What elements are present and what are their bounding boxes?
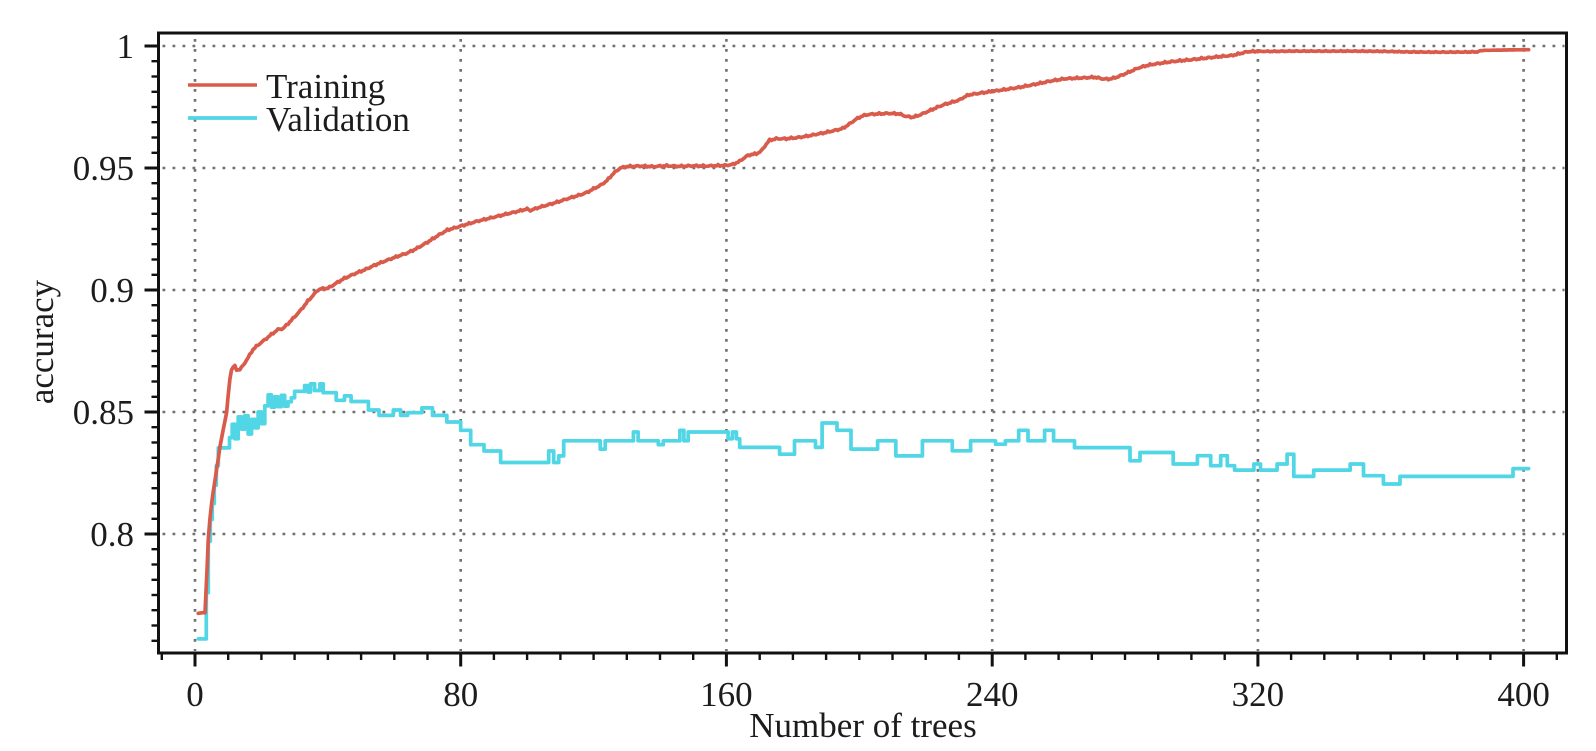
svg-text:Validation: Validation [266, 100, 410, 139]
svg-text:0.95: 0.95 [73, 149, 134, 188]
svg-text:0.9: 0.9 [90, 271, 134, 310]
svg-text:160: 160 [700, 675, 753, 714]
svg-text:Number of trees: Number of trees [749, 706, 976, 745]
svg-text:0: 0 [186, 675, 204, 714]
svg-text:1: 1 [117, 27, 135, 66]
svg-text:80: 80 [443, 675, 478, 714]
svg-text:400: 400 [1497, 675, 1550, 714]
svg-text:240: 240 [966, 675, 1019, 714]
svg-text:0.85: 0.85 [73, 393, 134, 432]
svg-text:Training: Training [266, 67, 385, 106]
svg-text:accuracy: accuracy [22, 279, 61, 404]
svg-text:320: 320 [1232, 675, 1285, 714]
svg-text:0.8: 0.8 [90, 515, 134, 554]
